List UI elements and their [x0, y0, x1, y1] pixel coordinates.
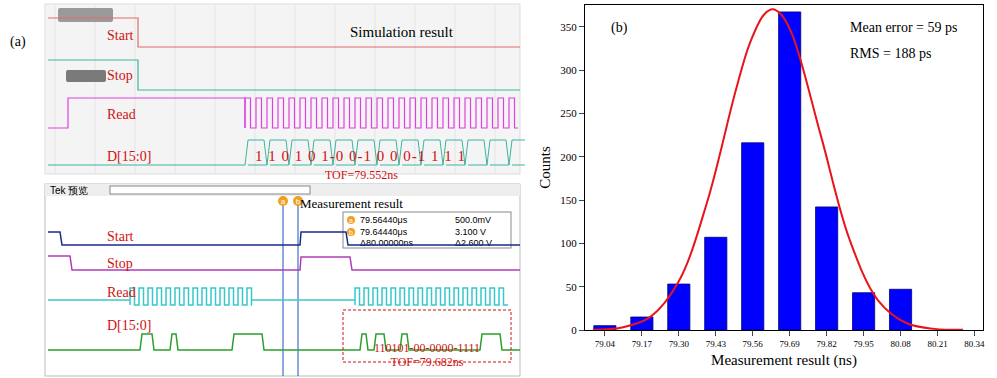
svg-text:500.0mV: 500.0mV — [455, 215, 491, 225]
svg-text:Start: Start — [107, 229, 134, 244]
svg-text:Read: Read — [107, 107, 136, 122]
svg-text:79.95: 79.95 — [853, 339, 874, 349]
svg-text:80.34: 80.34 — [964, 339, 985, 349]
svg-text:79.17: 79.17 — [632, 339, 653, 349]
svg-text:79.04: 79.04 — [595, 339, 616, 349]
svg-text:110101-00-0000-1111: 110101-00-0000-1111 — [374, 341, 480, 355]
svg-text:Mean error = 59 ps: Mean error = 59 ps — [850, 20, 957, 35]
svg-text:80.21: 80.21 — [927, 339, 947, 349]
svg-text:Start: Start — [107, 28, 134, 43]
svg-text:79.56: 79.56 — [743, 339, 764, 349]
svg-text:1 1 0 1 0 1-0 0-1 0 0 0-1 1 1: 1 1 0 1 0 1-0 0-1 0 0 0-1 1 1 1 — [255, 148, 466, 164]
svg-text:350: 350 — [560, 21, 577, 33]
svg-text:80.08: 80.08 — [890, 339, 911, 349]
svg-text:100: 100 — [560, 237, 577, 249]
svg-text:50: 50 — [566, 281, 578, 293]
svg-text:a: a — [281, 197, 286, 206]
svg-text:D[15:0]: D[15:0] — [107, 318, 151, 333]
svg-text:Counts: Counts — [537, 146, 553, 189]
svg-text:250: 250 — [560, 107, 577, 119]
svg-text:(b): (b) — [611, 20, 628, 36]
svg-text:79.30: 79.30 — [669, 339, 690, 349]
svg-text:TOF=79.552ns: TOF=79.552ns — [325, 168, 398, 182]
svg-text:b: b — [349, 229, 353, 236]
svg-text:300: 300 — [560, 64, 577, 76]
svg-text:Stop: Stop — [107, 68, 133, 83]
svg-text:Δ80.00000ns: Δ80.00000ns — [360, 238, 414, 248]
svg-text:Measurement result (ns): Measurement result (ns) — [711, 352, 857, 369]
svg-text:Read: Read — [107, 285, 136, 300]
svg-text:79.56440μs: 79.56440μs — [360, 215, 408, 225]
svg-text:Measurement result: Measurement result — [300, 196, 403, 211]
svg-text:a: a — [349, 217, 353, 224]
svg-text:79.82: 79.82 — [817, 339, 837, 349]
svg-text:Stop: Stop — [107, 256, 133, 271]
svg-text:Simulation result: Simulation result — [350, 24, 454, 40]
svg-text:Δ2.600 V: Δ2.600 V — [455, 238, 492, 248]
svg-text:0: 0 — [571, 324, 577, 336]
svg-text:150: 150 — [560, 194, 577, 206]
svg-text:TOF=79.682ns: TOF=79.682ns — [391, 355, 464, 369]
svg-text:3.100 V: 3.100 V — [455, 227, 486, 237]
svg-text:79.69: 79.69 — [780, 339, 801, 349]
svg-text:b: b — [295, 197, 301, 206]
svg-text:200: 200 — [560, 151, 577, 163]
svg-text:D[15:0]: D[15:0] — [107, 149, 151, 164]
svg-text:RMS = 188 ps: RMS = 188 ps — [850, 46, 931, 61]
svg-text:79.43: 79.43 — [706, 339, 727, 349]
svg-text:Tek 预览: Tek 预览 — [50, 185, 88, 196]
svg-text:79.64440μs: 79.64440μs — [360, 227, 408, 237]
svg-text:(a): (a) — [10, 34, 26, 50]
